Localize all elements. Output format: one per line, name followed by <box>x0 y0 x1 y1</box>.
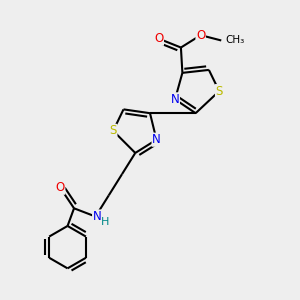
Text: N: N <box>93 210 101 223</box>
Text: S: S <box>215 85 223 98</box>
Text: S: S <box>110 124 117 137</box>
Text: H: H <box>101 217 109 227</box>
Text: O: O <box>56 181 65 194</box>
Text: O: O <box>196 29 205 42</box>
Text: N: N <box>152 133 161 146</box>
Text: N: N <box>171 93 179 106</box>
Text: CH₃: CH₃ <box>226 35 245 46</box>
Text: O: O <box>154 32 164 45</box>
